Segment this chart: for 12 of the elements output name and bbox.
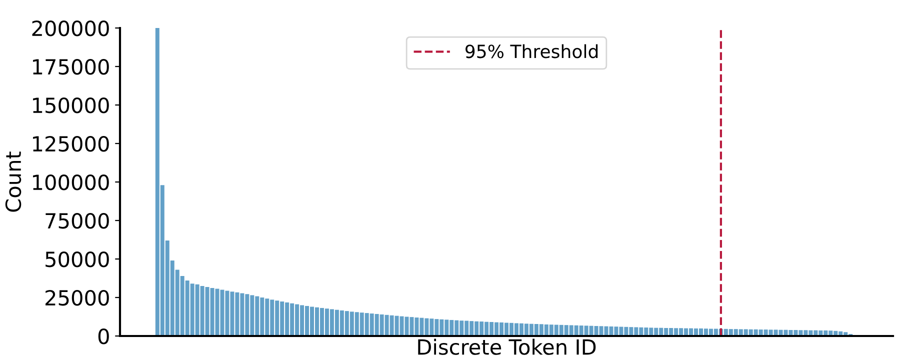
y-tick-label: 175000	[33, 58, 109, 75]
x-axis-title: Discrete Token ID	[418, 338, 596, 355]
y-tick-label: 200000	[32, 20, 109, 36]
annotation: 95% Threshold	[465, 44, 598, 58]
y-tick-label: 100000	[33, 174, 109, 190]
y-tick-label: 25000	[46, 290, 109, 306]
y-tick-label: 75000	[46, 212, 109, 229]
y-tick-label: 125000	[33, 136, 109, 152]
y-tick-label: 150000	[33, 97, 109, 114]
y-tick-label: 0	[98, 328, 109, 344]
y-tick-label: 50000	[46, 251, 109, 268]
y-axis-title: Count	[5, 152, 22, 212]
